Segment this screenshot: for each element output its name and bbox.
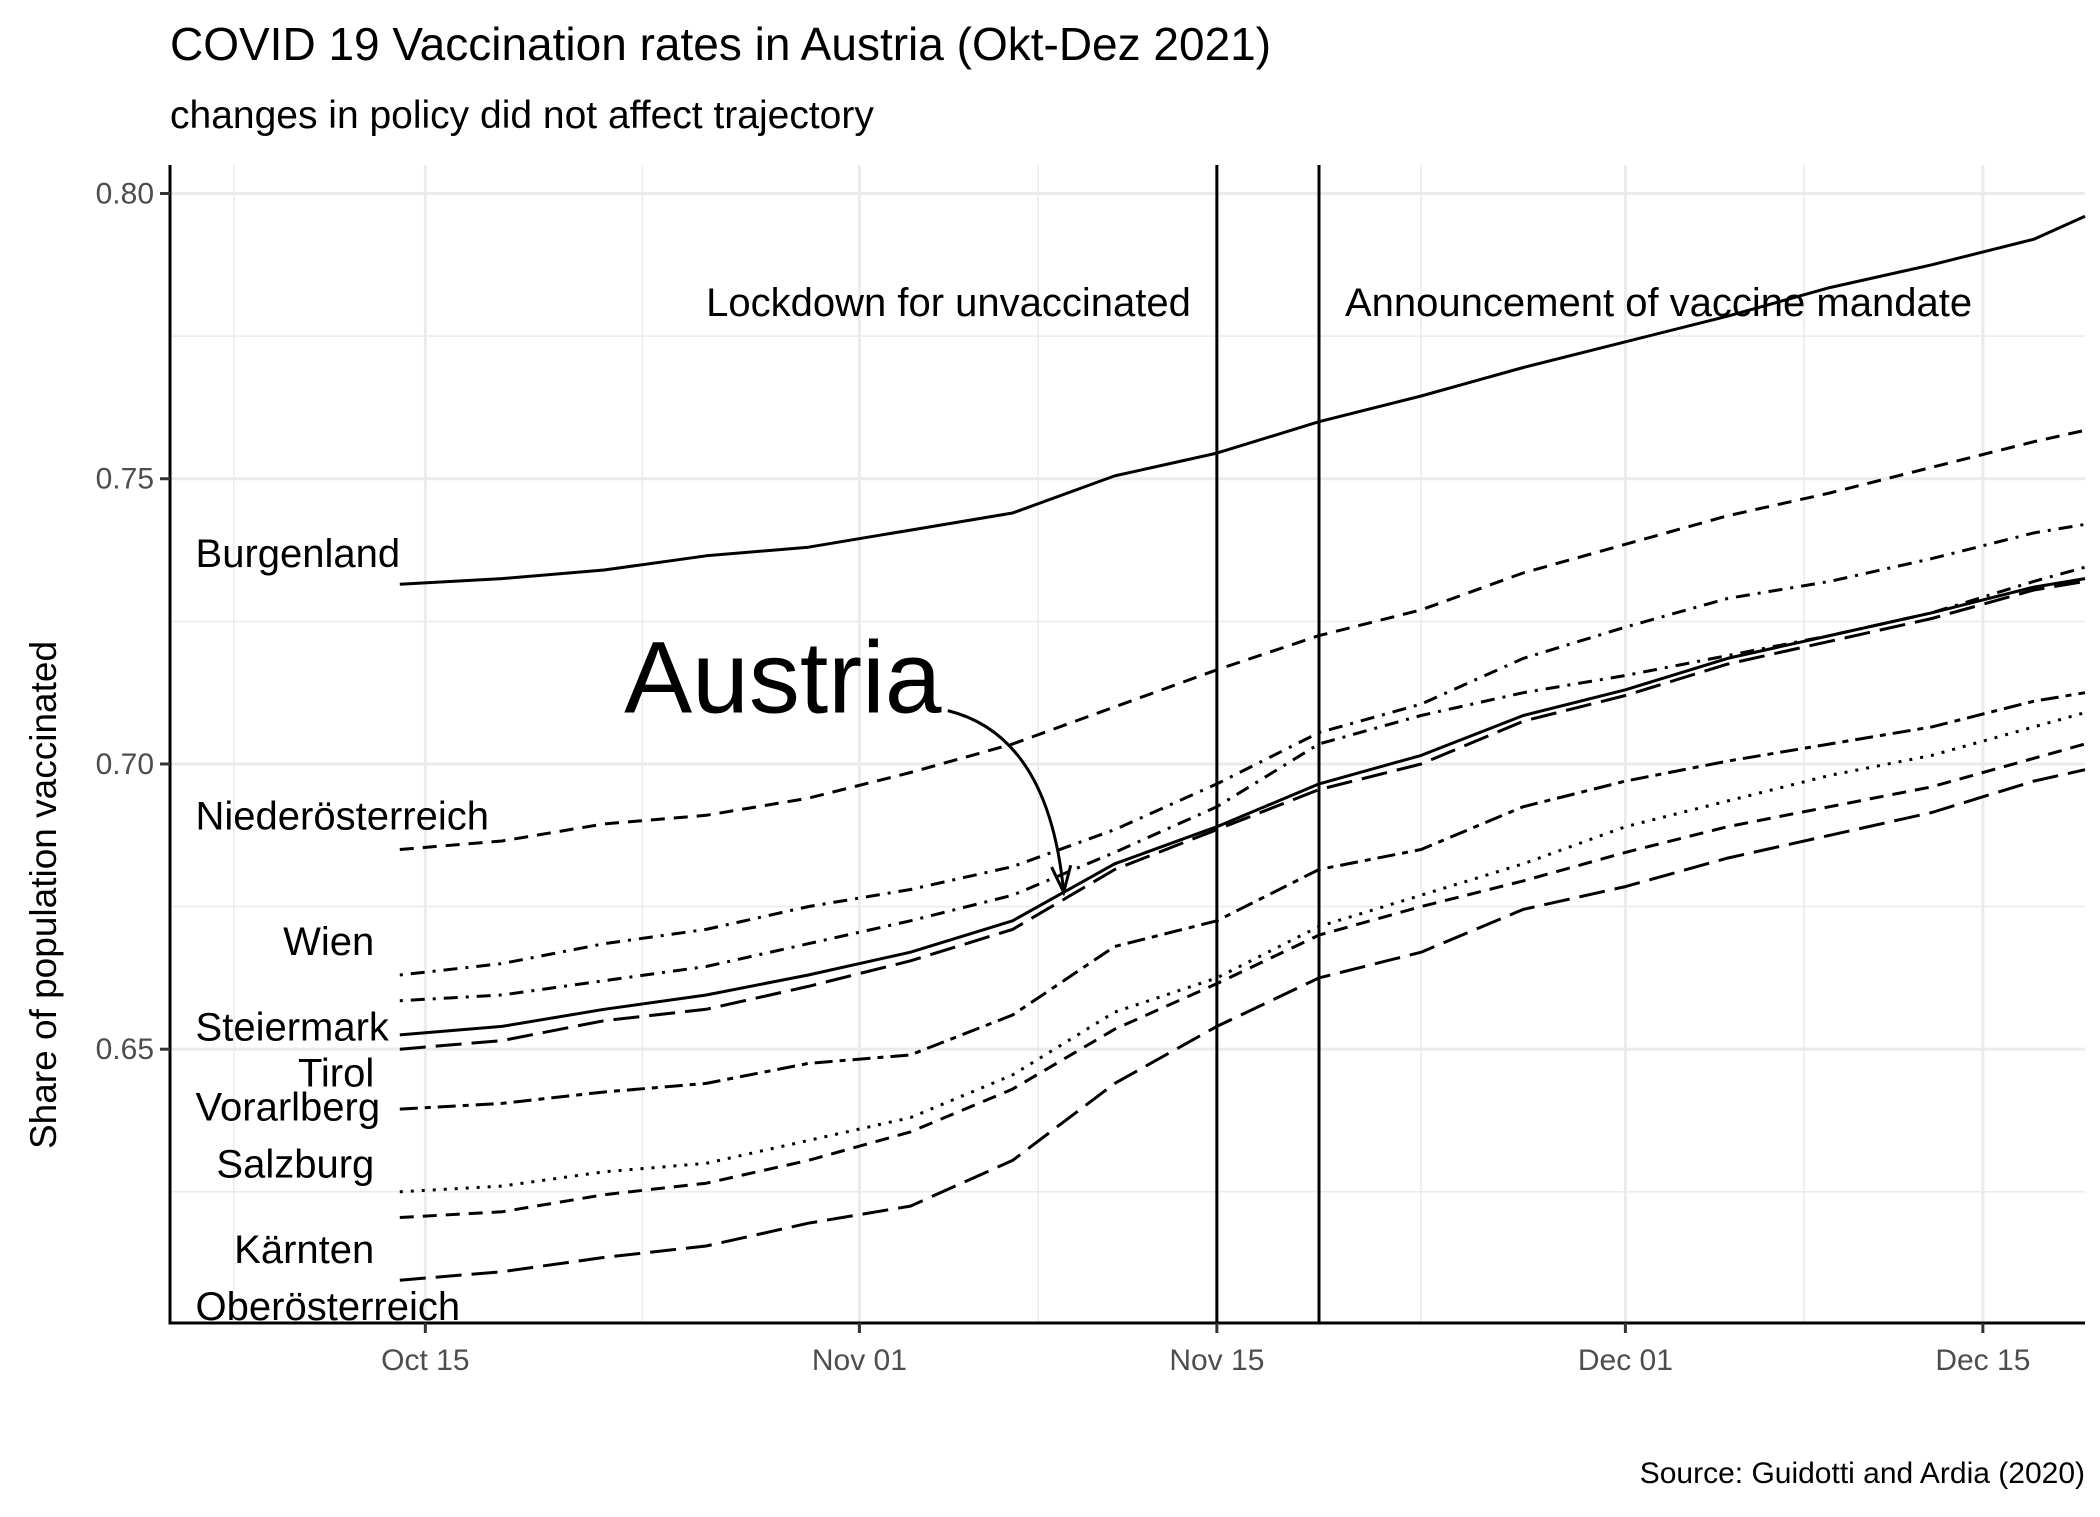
series-label-wien: Wien bbox=[283, 920, 374, 964]
region-labels: Burgenland Niederösterreich Wien Steiermark… bbox=[196, 532, 489, 1329]
event-label: Lockdown for unvaccinated bbox=[706, 281, 1191, 325]
y-tick-label: 0.75 bbox=[96, 463, 154, 496]
series-line-salzburg bbox=[399, 691, 2086, 1111]
x-tick-label: Dec 01 bbox=[1578, 1344, 1673, 1377]
annotation-arrow bbox=[947, 709, 1066, 893]
series-label-tirol: Tirol bbox=[298, 1051, 374, 1095]
series-label-steiermark: Steiermark bbox=[196, 1006, 390, 1050]
series-label-burgenland: Burgenland bbox=[196, 532, 401, 576]
series-lines bbox=[399, 214, 2086, 1282]
grid bbox=[170, 165, 2085, 1323]
series-line-niederosterreich bbox=[399, 428, 2086, 851]
y-axis-label: Share of population vaccinated bbox=[23, 641, 64, 1149]
series-label-salzburg: Salzburg bbox=[216, 1143, 374, 1187]
x-tick-label: Nov 15 bbox=[1169, 1344, 1264, 1377]
y-tick-label: 0.80 bbox=[96, 178, 154, 211]
series-label-karnten: Kärnten bbox=[234, 1228, 374, 1272]
x-tick-label: Oct 15 bbox=[381, 1344, 469, 1377]
source-caption: Source: Guidotti and Ardia (2020) bbox=[1640, 1457, 2085, 1490]
series-label-niederosterreich: Niederösterreich bbox=[196, 795, 489, 839]
event-label: Announcement of vaccine mandate bbox=[1345, 281, 1972, 325]
y-tick-label: 0.65 bbox=[96, 1033, 154, 1066]
series-line-vorarlberg bbox=[399, 579, 2086, 1051]
annotation-label-austria: Austria bbox=[624, 621, 942, 735]
series-line-burgenland bbox=[399, 214, 2086, 586]
series-label-vorarlberg: Vorarlberg bbox=[196, 1085, 381, 1129]
austria-annotation: Austria bbox=[624, 621, 1073, 897]
chart-subtitle: changes in policy did not affect traject… bbox=[170, 94, 874, 137]
series-line-karnten bbox=[399, 711, 2086, 1194]
series-line-wien bbox=[399, 522, 2086, 977]
series-line-tirol bbox=[399, 565, 2086, 1003]
x-tick-label: Nov 01 bbox=[812, 1344, 907, 1377]
chart-title: COVID 19 Vaccination rates in Austria (O… bbox=[170, 18, 1271, 70]
x-tick-label: Dec 15 bbox=[1935, 1344, 2030, 1377]
y-tick-label: 0.70 bbox=[96, 748, 154, 781]
series-line-unnamed bbox=[399, 768, 2086, 1282]
axes: 0.65 0.70 0.75 0.80 Oct 15 Nov 01 Nov 15 Dec 01… bbox=[96, 165, 2085, 1377]
annotation-arrowhead bbox=[1050, 864, 1073, 897]
event-lines: Lockdown for unvaccinated Announcement of… bbox=[706, 165, 1972, 1323]
